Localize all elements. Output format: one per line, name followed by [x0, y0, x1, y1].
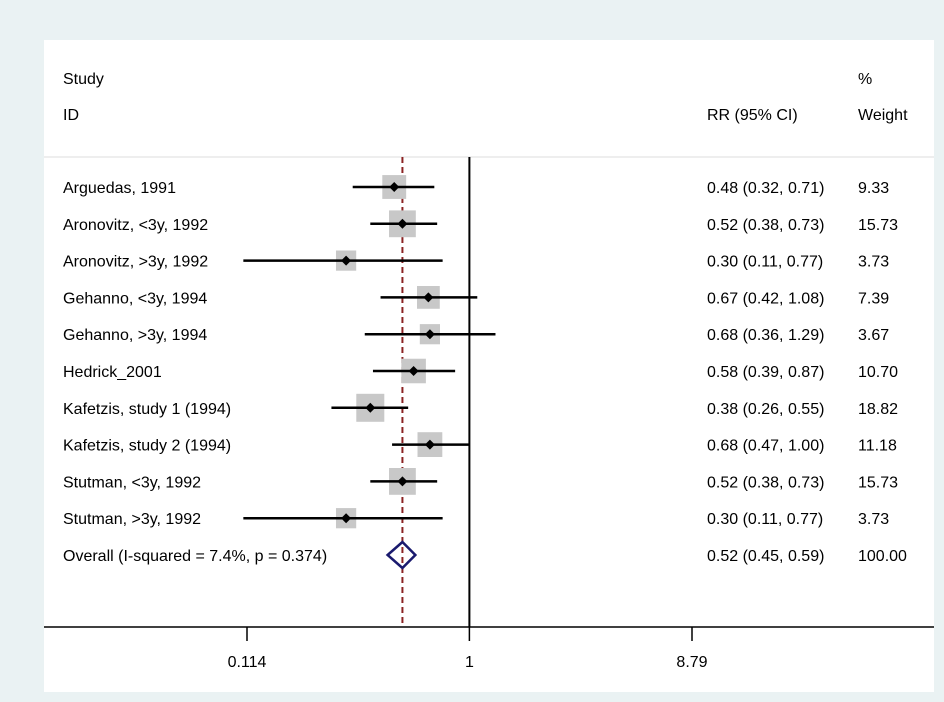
ci-text: 0.30 (0.11, 0.77) [707, 254, 823, 271]
ci-text: 0.38 (0.26, 0.55) [707, 401, 824, 418]
study-label: Kafetzis, study 2 (1994) [63, 438, 231, 455]
study-label: Kafetzis, study 1 (1994) [63, 401, 231, 418]
study-row: Gehanno, >3y, 1994 0.68 (0.36, 1.29) 3.67 [63, 324, 889, 345]
weight-text: 3.67 [858, 327, 889, 344]
point-estimate [424, 329, 435, 340]
study-rows: Arguedas, 1991 0.48 (0.32, 0.71) 9.33 Arono… [63, 175, 907, 570]
study-label: Aronovitz, <3y, 1992 [63, 217, 208, 234]
x-tick-label: 8.79 [676, 654, 707, 671]
ci-text: 0.52 (0.38, 0.73) [707, 474, 824, 491]
study-label: Gehanno, <3y, 1994 [63, 290, 207, 307]
point-estimate [397, 476, 408, 487]
study-label: Hedrick_2001 [63, 364, 162, 381]
ci-text: 0.58 (0.39, 0.87) [707, 364, 824, 381]
weight-text: 3.73 [858, 511, 889, 528]
study-row: Kafetzis, study 1 (1994) 0.38 (0.26, 0.55… [63, 393, 898, 422]
study-label: Aronovitz, >3y, 1992 [63, 254, 208, 271]
ci-text: 0.68 (0.36, 1.29) [707, 327, 824, 344]
study-label: Stutman, >3y, 1992 [63, 511, 201, 528]
x-tick-label: 1 [465, 654, 474, 671]
point-estimate [423, 292, 434, 303]
header-ci: RR (95% CI) [707, 107, 798, 124]
overall-diamond [385, 540, 418, 570]
point-estimate [424, 439, 435, 450]
header-weight: Weight [858, 107, 908, 124]
point-estimate [389, 182, 400, 192]
ci-text: 0.48 (0.32, 0.71) [707, 180, 824, 197]
x-axis-ticks: 0.114 1 8.79 [228, 627, 708, 671]
header-weight-pct: % [858, 71, 872, 88]
study-row: Hedrick_2001 0.58 (0.39, 0.87) 10.70 [63, 358, 898, 384]
forest-plot: Study ID RR (95% CI) % Weight Arguedas, … [44, 40, 934, 692]
header-study: Study [63, 71, 104, 88]
study-row: Aronovitz, <3y, 1992 0.52 (0.38, 0.73) 15.… [63, 210, 898, 238]
study-label: Arguedas, 1991 [63, 180, 176, 197]
study-row: Stutman, >3y, 1992 0.30 (0.11, 0.77) 3.73 [63, 508, 889, 529]
overall-ci-text: 0.52 (0.45, 0.59) [707, 548, 824, 565]
point-estimate [341, 513, 352, 524]
study-label: Stutman, <3y, 1992 [63, 474, 201, 491]
weight-text: 9.33 [858, 180, 889, 197]
ci-text: 0.52 (0.38, 0.73) [707, 217, 824, 234]
point-estimate [341, 255, 352, 266]
plot-panel [44, 40, 934, 692]
weight-text: 7.39 [858, 290, 889, 307]
overall-weight-text: 100.00 [858, 548, 907, 565]
study-row: Gehanno, <3y, 1994 0.67 (0.42, 1.08) 7.39 [63, 286, 889, 309]
overall-label: Overall (I-squared = 7.4%, p = 0.374) [63, 548, 327, 565]
overall-row: Overall (I-squared = 7.4%, p = 0.374) 0.5… [63, 540, 907, 570]
point-estimate [365, 402, 376, 413]
study-row: Arguedas, 1991 0.48 (0.32, 0.71) 9.33 [63, 175, 889, 199]
ci-text: 0.67 (0.42, 1.08) [707, 290, 824, 307]
study-row: Kafetzis, study 2 (1994) 0.68 (0.47, 1.00… [63, 432, 897, 457]
study-row: Aronovitz, >3y, 1992 0.30 (0.11, 0.77) 3.7… [63, 250, 889, 271]
weight-text: 18.82 [858, 401, 898, 418]
header-id: ID [63, 107, 79, 124]
weight-text: 15.73 [858, 217, 898, 234]
point-estimate [408, 366, 419, 376]
ci-text: 0.30 (0.11, 0.77) [707, 511, 823, 528]
weight-text: 15.73 [858, 474, 898, 491]
plot-frame: Study ID RR (95% CI) % Weight Arguedas, … [10, 10, 934, 692]
x-tick-label: 0.114 [228, 654, 267, 671]
study-row: Stutman, <3y, 1992 0.52 (0.38, 0.73) 15.73 [63, 468, 898, 495]
ci-text: 0.68 (0.47, 1.00) [707, 438, 824, 455]
weight-text: 11.18 [858, 438, 897, 455]
point-estimate [397, 218, 408, 229]
weight-text: 3.73 [858, 254, 889, 271]
weight-text: 10.70 [858, 364, 898, 381]
study-label: Gehanno, >3y, 1994 [63, 327, 207, 344]
